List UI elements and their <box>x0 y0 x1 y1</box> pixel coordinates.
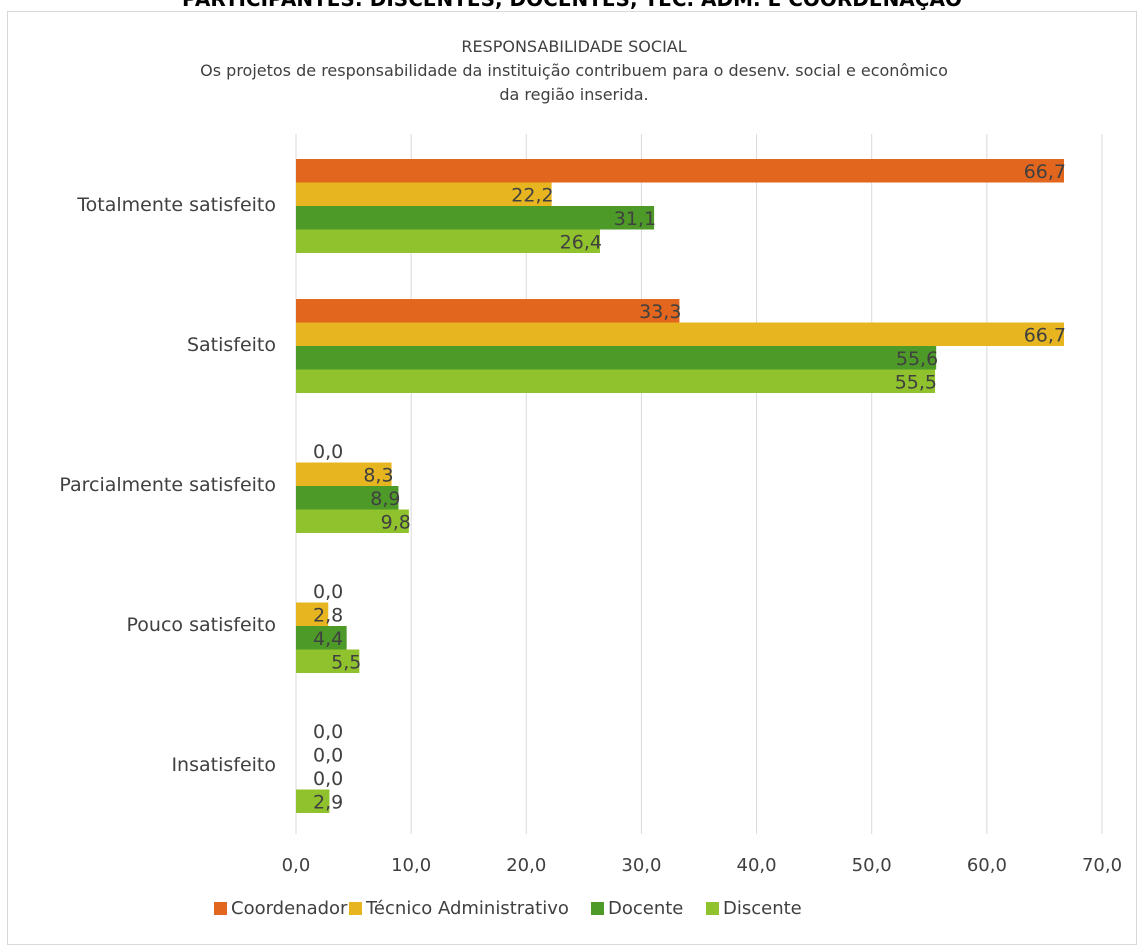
legend: Coordenador Técnico Administrativo Docente… <box>214 898 802 919</box>
x-tick-label: 0,0 <box>282 855 311 876</box>
data-label: 8,3 <box>363 464 393 486</box>
x-tick-labels-group: 0,0 10,0 20,0 30,0 40,0 50,0 60,0 70,0 <box>282 855 1122 876</box>
data-label: 66,7 <box>1024 324 1066 346</box>
legend-label: Docente <box>608 898 683 919</box>
chart-title-line: RESPONSABILIDADE SOCIAL <box>461 37 686 56</box>
legend-label: Coordenador <box>231 898 348 919</box>
data-label: 66,7 <box>1024 161 1066 183</box>
page-heading: PARTICIPANTES: DISCENTES, DOCENTES, TEC.… <box>0 0 1144 11</box>
data-label: 2,8 <box>313 604 343 626</box>
legend-swatch <box>706 902 719 915</box>
data-label: 0,0 <box>313 768 343 790</box>
data-label: 5,5 <box>331 651 361 673</box>
chart-subtitle-line: Os projetos de responsabilidade da insti… <box>200 61 948 80</box>
data-label: 0,0 <box>313 744 343 766</box>
chart-container: RESPONSABILIDADE SOCIAL Os projetos de r… <box>7 11 1137 945</box>
bar <box>296 299 679 323</box>
data-label: 31,1 <box>614 208 656 230</box>
data-label: 55,6 <box>896 348 938 370</box>
legend-swatch <box>214 902 227 915</box>
data-label: 8,9 <box>370 488 400 510</box>
data-label: 0,0 <box>313 581 343 603</box>
x-tick-label: 20,0 <box>506 855 546 876</box>
data-label: 4,4 <box>313 628 343 650</box>
category-label: Insatisfeito <box>171 754 276 776</box>
x-tick-label: 40,0 <box>737 855 777 876</box>
data-labels-group: 66,7 22,2 31,1 26,4 33,3 66,7 55,655,5 0,0 8,38,… <box>313 161 1066 814</box>
category-label: Pouco satisfeito <box>127 614 276 636</box>
data-label: 22,2 <box>511 184 553 206</box>
data-label: 33,3 <box>639 301 681 323</box>
category-labels-group: Totalmente satisfeito Satisfeito Parcialme… <box>59 194 276 776</box>
category-label: Satisfeito <box>187 334 276 356</box>
data-label: 26,4 <box>560 231 602 253</box>
bar <box>296 230 600 254</box>
bar-chart: RESPONSABILIDADE SOCIAL Os projetos de r… <box>8 12 1136 944</box>
data-label: 2,9 <box>313 791 343 813</box>
x-tick-label: 10,0 <box>391 855 431 876</box>
data-label: 0,0 <box>313 441 343 463</box>
bar <box>296 206 654 230</box>
legend-label: Discente <box>723 898 802 919</box>
legend-label: Técnico Administrativo <box>365 898 569 919</box>
legend-swatch <box>349 902 362 915</box>
chart-subtitle-line: da região inserida. <box>499 85 648 104</box>
legend-swatch <box>591 902 604 915</box>
category-label: Parcialmente satisfeito <box>59 474 276 496</box>
bar <box>296 370 935 394</box>
x-tick-label: 70,0 <box>1082 855 1122 876</box>
bar <box>296 159 1064 183</box>
x-tick-label: 50,0 <box>852 855 892 876</box>
category-label: Totalmente satisfeito <box>76 194 276 216</box>
chart-title: RESPONSABILIDADE SOCIAL Os projetos de r… <box>200 37 948 104</box>
data-label: 9,8 <box>381 511 411 533</box>
x-tick-label: 30,0 <box>621 855 661 876</box>
x-tick-label: 60,0 <box>967 855 1007 876</box>
bar <box>296 346 936 370</box>
data-label: 55,5 <box>895 371 937 393</box>
data-label: 0,0 <box>313 721 343 743</box>
bar <box>296 323 1064 347</box>
